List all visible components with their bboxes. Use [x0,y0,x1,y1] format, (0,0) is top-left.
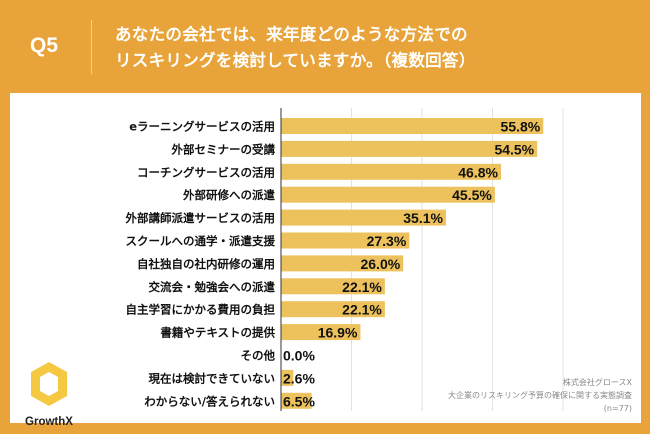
data-label: 2.6% [283,370,315,386]
bar [281,278,385,295]
source-n: (n=77) [603,404,632,413]
category-label: 外部セミナーの受講 [171,142,276,156]
data-label: 16.9% [318,325,358,341]
category-label: コーチングサービスの活用 [137,165,275,179]
title-line-2: リスキリングを検討していますか。（複数回答） [115,51,476,70]
hexagon-logo-icon [31,362,67,406]
bar [281,324,361,341]
source-company: 株式会社グロースX [562,378,632,387]
category-label: eラーニングサービスの活用 [129,120,275,134]
category-label: 現在は検討できていない [149,371,276,385]
category-label: わからない/答えられない [144,394,275,408]
data-label: 22.1% [342,279,382,295]
bar [281,255,404,272]
bar [281,232,410,249]
source-survey: 大企業のリスキリング予算の確保に関する実態調査 [448,391,632,400]
growthx-logo: GrowthX [22,360,76,428]
category-label: その他 [241,349,276,363]
bar [281,140,538,157]
bar [281,369,294,386]
data-label: 6.5% [283,393,315,409]
data-label: 0.0% [283,348,315,364]
header-divider [91,20,92,74]
question-title: あなたの会社では、来年度どのような方法での リスキリングを検討していますか。（複… [115,22,476,74]
data-label: 46.8% [458,164,498,180]
logo-text: GrowthX [25,416,73,428]
data-label: 55.8% [501,119,541,135]
category-label: 自主学習にかかる費用の負担 [126,303,276,317]
data-label: 35.1% [403,210,443,226]
category-label: スクールへの通学・派遣支援 [126,234,276,248]
title-line-1: あなたの会社では、来年度どのような方法での [115,25,468,44]
bar [281,163,501,180]
data-label: 45.5% [452,187,492,203]
data-label: 26.0% [360,256,400,272]
data-label: 54.5% [494,141,534,157]
category-label: 外部研修への派遣 [182,188,275,202]
bar [281,301,385,318]
bar [281,392,312,409]
category-label: 外部講師派遣サービスの活用 [125,211,276,225]
bar [281,186,495,203]
category-label: 交流会・勉強会への派遣 [149,280,276,294]
bar [281,118,544,134]
bar [281,209,446,226]
category-label: 書籍やテキストの提供 [160,326,275,340]
question-number: Q5 [30,34,59,57]
source-note: 株式会社グロースX 大企業のリスキリング予算の確保に関する実態調査 (n=77) [448,376,632,415]
category-label: 自社独自の社内研修の運用 [137,257,275,271]
data-label: 22.1% [342,302,382,318]
data-label: 27.3% [367,233,407,249]
